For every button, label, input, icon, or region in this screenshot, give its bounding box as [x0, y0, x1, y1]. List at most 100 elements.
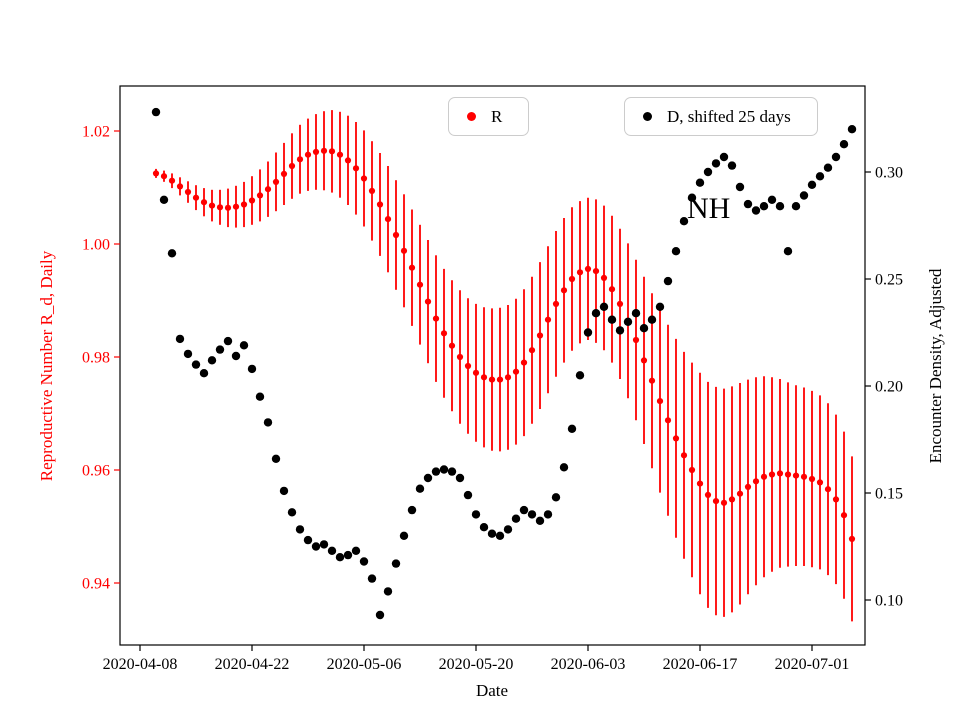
legend-d-label: D, shifted 25 days	[667, 107, 791, 126]
d-point	[663, 276, 673, 286]
y-right-tick-label: 0.15	[875, 486, 903, 503]
d-point	[823, 163, 833, 172]
r-point	[592, 268, 600, 275]
d-point	[247, 364, 257, 374]
r-point	[600, 274, 608, 281]
y-right-tick-label: 0.25	[875, 272, 903, 289]
x-tick-label: 2020-06-17	[663, 656, 738, 673]
x-tick-label: 2020-04-08	[103, 656, 178, 673]
d-point	[271, 454, 281, 463]
d-point	[767, 195, 777, 204]
r-point	[704, 491, 712, 498]
d-point	[671, 247, 681, 256]
r-point	[272, 178, 280, 185]
r-point	[480, 374, 488, 381]
r-point	[536, 332, 544, 339]
r-point	[280, 170, 288, 177]
r-point	[672, 435, 680, 442]
r-point	[336, 151, 344, 158]
d-point	[191, 360, 201, 369]
r-point	[824, 486, 832, 493]
d-point	[159, 195, 169, 204]
r-point	[696, 480, 704, 487]
r-point	[528, 347, 536, 354]
r-point	[320, 147, 328, 154]
y-right-tick-label: 0.10	[875, 593, 903, 610]
r-point	[656, 398, 664, 405]
d-point	[711, 159, 721, 168]
d-point	[359, 557, 369, 566]
d-point	[447, 467, 457, 476]
r-point	[512, 368, 520, 375]
r-point	[448, 342, 456, 349]
r-point	[384, 216, 392, 223]
d-point	[375, 610, 385, 620]
r-point	[832, 496, 840, 503]
r-point	[344, 157, 352, 164]
d-point	[735, 182, 745, 192]
d-point	[479, 523, 489, 532]
r-point	[760, 473, 768, 480]
d-point	[783, 247, 793, 256]
r-point	[232, 203, 240, 210]
d-point	[815, 172, 825, 181]
legend-r: R	[448, 97, 530, 136]
r-point	[800, 473, 808, 480]
d-point	[527, 510, 537, 519]
d-point	[567, 424, 577, 433]
d-point	[703, 167, 713, 177]
right-axis-title: Encounter Density, Adjusted	[926, 268, 945, 464]
r-point	[688, 466, 696, 474]
d-point	[471, 510, 481, 519]
r-point	[496, 376, 504, 383]
r-point	[152, 170, 160, 177]
r-point	[608, 286, 616, 293]
y-right-tick-label: 0.20	[875, 379, 903, 396]
r-point	[424, 298, 432, 305]
r-point	[368, 187, 376, 194]
d-point	[287, 508, 297, 517]
d-point	[535, 516, 545, 525]
d-point	[575, 371, 585, 380]
r-point	[208, 202, 216, 209]
y-left-tick-label: 1.02	[82, 124, 110, 141]
d-point	[263, 418, 273, 427]
r-point	[744, 483, 752, 490]
d-point	[223, 336, 233, 346]
d-point	[847, 125, 857, 134]
d-point	[687, 193, 697, 202]
d-point	[511, 514, 521, 523]
r-point	[160, 173, 168, 180]
r-point	[392, 231, 400, 239]
r-point	[328, 148, 336, 155]
d-point	[719, 152, 729, 162]
d-point	[799, 191, 809, 200]
d-point	[463, 490, 473, 500]
r-series-marker-icon	[467, 112, 476, 121]
d-point	[215, 345, 225, 354]
r-point	[848, 535, 856, 543]
r-point	[248, 197, 256, 204]
x-tick-label: 2020-06-03	[551, 656, 626, 673]
r-point	[568, 275, 576, 283]
d-point	[639, 324, 649, 333]
d-point	[335, 553, 345, 562]
r-point	[736, 490, 744, 497]
d-point	[751, 206, 761, 215]
r-point	[584, 265, 592, 272]
d-point	[351, 546, 361, 555]
r-point	[576, 269, 584, 276]
d-point	[647, 315, 657, 324]
r-point	[192, 194, 200, 201]
d-point	[175, 334, 185, 344]
r-point	[400, 247, 408, 254]
r-point	[552, 300, 560, 307]
d-point	[599, 302, 609, 311]
legend-d: D, shifted 25 days	[624, 97, 818, 136]
r-point	[360, 175, 368, 182]
r-point	[464, 362, 472, 370]
r-point	[840, 512, 848, 519]
r-point	[784, 471, 792, 478]
r-point	[640, 357, 648, 364]
d-point	[407, 505, 417, 515]
